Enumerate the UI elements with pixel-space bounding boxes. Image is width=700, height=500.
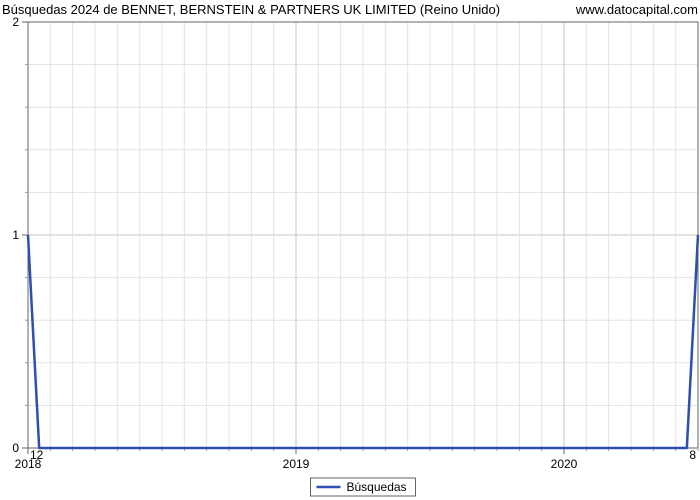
watermark: www.datocapital.com xyxy=(576,2,698,17)
x-tick-label: 2020 xyxy=(551,457,578,471)
x-tick-label: 2019 xyxy=(283,457,310,471)
chart-title: Búsquedas 2024 de BENNET, BERNSTEIN & PA… xyxy=(2,2,500,17)
y-tick-label: 2 xyxy=(12,15,19,29)
legend-label: Búsquedas xyxy=(347,480,407,494)
y-tick-label: 1 xyxy=(12,228,19,242)
last-point-label: 8 xyxy=(689,448,696,462)
y-tick-label: 0 xyxy=(12,441,19,455)
line-chart: 012201820192020128Búsquedas xyxy=(0,0,700,500)
chart-container: Búsquedas 2024 de BENNET, BERNSTEIN & PA… xyxy=(0,0,700,500)
first-point-label: 12 xyxy=(30,448,44,462)
